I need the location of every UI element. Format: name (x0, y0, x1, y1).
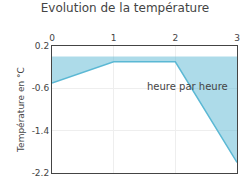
svg-text:-0.6: -0.6 (32, 83, 50, 93)
svg-text:2: 2 (172, 33, 178, 43)
svg-text:heure par heure: heure par heure (147, 81, 228, 92)
svg-text:0: 0 (49, 33, 55, 43)
svg-text:1: 1 (111, 33, 117, 43)
svg-text:Température en °C: Température en °C (16, 67, 26, 153)
svg-text:0.2: 0.2 (35, 41, 49, 51)
svg-text:Evolution de la température: Evolution de la température (41, 1, 210, 15)
svg-text:-2.2: -2.2 (32, 168, 50, 178)
svg-text:-1.4: -1.4 (32, 126, 50, 136)
svg-text:3: 3 (234, 33, 240, 43)
